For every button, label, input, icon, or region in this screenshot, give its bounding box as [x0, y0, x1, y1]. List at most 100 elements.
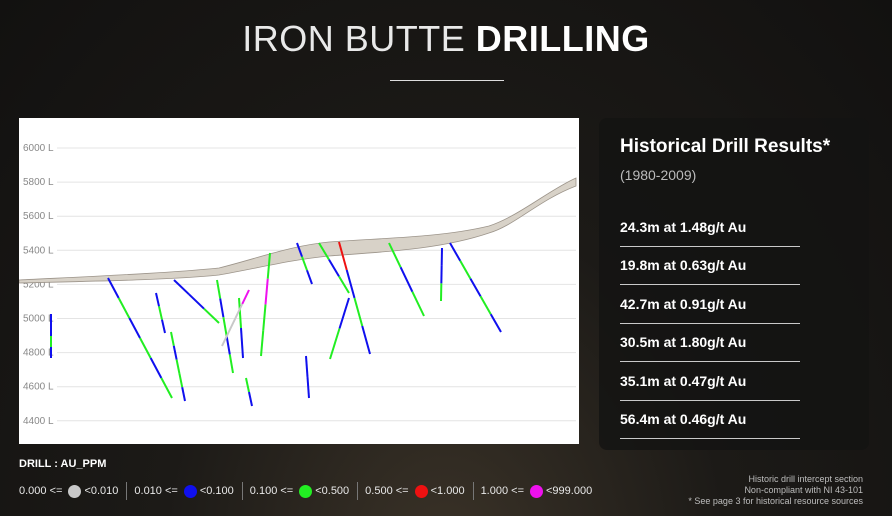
- footnote-line: Historic drill intercept section: [748, 474, 863, 484]
- elevation-label: 5400 L: [23, 245, 54, 256]
- intercept-item: 30.5m at 1.80g/t Au: [620, 325, 800, 363]
- drillhole-segment: [240, 327, 244, 359]
- page-title: IRON BUTTE DRILLING: [0, 18, 892, 60]
- legend-high: <0.500: [315, 485, 350, 497]
- elevation-label: 5000 L: [23, 314, 54, 325]
- legend-swatch: [68, 484, 82, 498]
- legend-item: 0.100 <= <0.500: [249, 482, 359, 500]
- drill-section-diagram: 6000 L 5800 L 5600 L 5400 L 5200 L 5000 L 4800…: [19, 143, 577, 427]
- drillhole-segment: [329, 328, 341, 360]
- results-years: (1980-2009): [620, 167, 697, 183]
- elevation-label: 5200 L: [23, 279, 54, 290]
- legend-low: 0.500 <=: [365, 485, 409, 497]
- terrain-surface: [19, 177, 577, 284]
- drillhole-segment: [305, 355, 309, 378]
- drillhole-segment: [361, 325, 371, 355]
- drillhole-segment: [170, 331, 175, 346]
- legend-low: 0.100 <=: [249, 485, 294, 497]
- drillhole-segment: [479, 295, 492, 315]
- drillhole-segment: [160, 377, 173, 399]
- drillhole-segment: [238, 297, 242, 329]
- drillhole-segment: [216, 279, 222, 299]
- drillhole-segment: [139, 337, 152, 359]
- elevation-label: 4400 L: [23, 416, 54, 427]
- drillhole-segment: [181, 387, 186, 402]
- drillhole-segment: [260, 330, 265, 357]
- intercept-list: 24.3m at 1.48g/t Au 19.8m at 0.63g/t Au …: [620, 210, 800, 440]
- legend-item: 0.000 <= <0.010: [19, 482, 128, 500]
- drillhole-segment: [234, 303, 244, 319]
- legend-high: <1.000: [430, 485, 465, 497]
- title-light: IRON BUTTE: [242, 18, 466, 59]
- drillhole-segment: [328, 259, 340, 277]
- drillhole-segment: [449, 242, 462, 262]
- drillhole-segment: [262, 304, 267, 331]
- legend-item: 1.000 <= <999.000: [481, 482, 601, 500]
- legend-swatch: [414, 484, 428, 498]
- drillhole-segment: [318, 242, 330, 261]
- footnote-line: Non-compliant with NI 43-101: [744, 485, 863, 495]
- intercept-item: 19.8m at 0.63g/t Au: [620, 248, 800, 286]
- drillhole-segment: [149, 357, 163, 379]
- drillhole-segment: [188, 293, 205, 310]
- drillhole-segment: [219, 298, 225, 318]
- drillhole-segment: [221, 331, 230, 347]
- elevation-label: 5600 L: [23, 211, 54, 222]
- drillhole-segment: [245, 377, 250, 393]
- drillhole-segment: [296, 242, 303, 258]
- drillhole-segment: [338, 241, 348, 271]
- legend-low: 0.000 <=: [19, 485, 63, 497]
- drillhole-segment: [264, 278, 269, 305]
- drillhole-segment: [117, 297, 131, 319]
- legend-swatch: [183, 484, 197, 498]
- drillhole-segment: [172, 345, 178, 360]
- drillhole-segment: [411, 291, 425, 317]
- drillhole-segment: [248, 391, 253, 407]
- drillhole-segment: [306, 376, 310, 399]
- title-bold: DRILLING: [475, 18, 650, 59]
- drill-section-panel: 6000 L 5800 L 5600 L 5400 L 5200 L 5000 L 4800…: [19, 118, 579, 444]
- drillhole-segment: [222, 317, 228, 336]
- intercept-item: 35.1m at 0.47g/t Au: [620, 364, 800, 401]
- drillhole-segment: [107, 277, 120, 299]
- drillhole-segment: [338, 275, 350, 294]
- elevation-label: 4800 L: [23, 348, 54, 359]
- drillhole-segment: [173, 279, 190, 296]
- drillhole-segment: [155, 292, 160, 307]
- legend-swatch: [299, 484, 313, 498]
- drillhole-segment: [489, 313, 502, 333]
- elevation-label: 5800 L: [23, 177, 54, 188]
- legend-title: DRILL : AU_PPM: [19, 458, 107, 470]
- legend-high: <0.010: [84, 485, 119, 497]
- intercept-item: 24.3m at 1.48g/t Au: [620, 210, 800, 247]
- footnote: Historic drill intercept section Non-com…: [688, 474, 863, 507]
- elevation-label: 6000 L: [23, 143, 54, 154]
- legend-item: 0.010 <= <0.100: [134, 482, 243, 500]
- drillhole-segment: [338, 297, 350, 329]
- legend-high: <999.000: [546, 485, 593, 497]
- drillhole-segment: [241, 289, 250, 305]
- drillhole-segment: [469, 278, 482, 297]
- title-divider: [390, 80, 504, 81]
- drillhole-segment: [228, 354, 234, 374]
- results-heading: Historical Drill Results*: [620, 136, 831, 157]
- drillhole-segment: [128, 317, 141, 339]
- drillhole-segment: [301, 256, 308, 271]
- elevation-label: 4600 L: [23, 382, 54, 393]
- footnote-line: * See page 3 for historical resource sou…: [688, 496, 863, 506]
- drillhole-segment: [345, 269, 356, 299]
- drillhole-segment: [161, 319, 166, 334]
- legend-item: 0.500 <= <1.000: [365, 482, 474, 500]
- drillhole-segment: [353, 297, 364, 327]
- drillhole-segment: [227, 317, 237, 333]
- drillhole-segment: [203, 307, 220, 324]
- historical-results-panel: Historical Drill Results* (1980-2009) 24…: [599, 118, 869, 450]
- drillhole-segment: [399, 266, 414, 293]
- intercept-item: 56.4m at 0.46g/t Au: [620, 402, 800, 439]
- legend-swatch: [530, 484, 543, 498]
- drillhole-segment: [266, 252, 271, 279]
- au-legend: 0.000 <= <0.010 0.010 <= <0.100 0.100 <=…: [19, 482, 607, 500]
- drillhole-segment: [459, 260, 472, 280]
- legend-high: <0.100: [199, 485, 234, 497]
- drillhole-segment: [306, 269, 313, 285]
